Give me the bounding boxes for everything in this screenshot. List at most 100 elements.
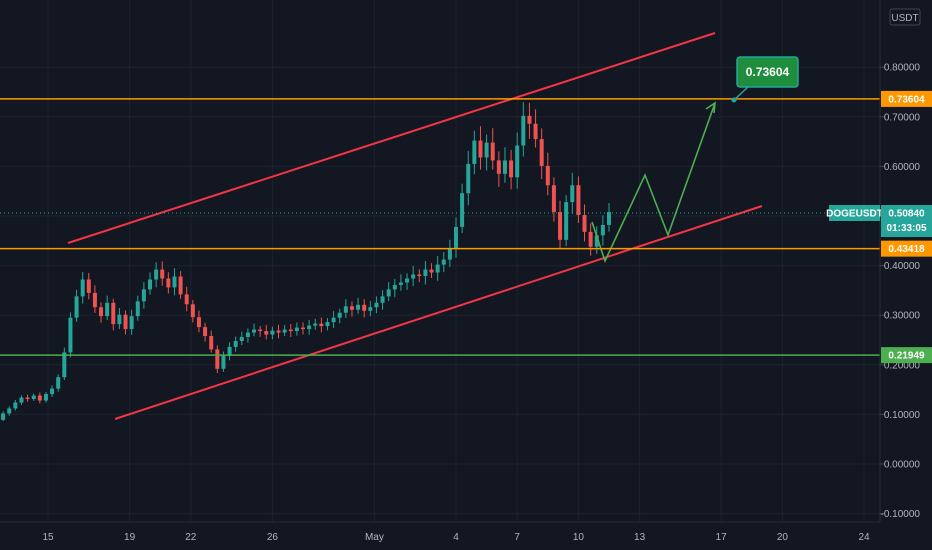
- candle-body: [276, 330, 281, 333]
- candle-body: [13, 402, 18, 409]
- candle-body: [343, 306, 348, 313]
- candle-body: [160, 269, 165, 279]
- candle-body: [221, 355, 226, 369]
- candle-body: [68, 317, 73, 353]
- x-tick-label: 17: [716, 532, 728, 543]
- candle-body: [252, 329, 257, 333]
- candle-body: [502, 160, 507, 174]
- x-tick-label: May: [365, 532, 384, 543]
- candle-body: [313, 323, 318, 326]
- callout-value: 0.73604: [746, 65, 790, 79]
- candle-body: [509, 160, 514, 178]
- candle-body: [337, 312, 342, 318]
- candle-body: [472, 140, 477, 164]
- candle-body: [582, 215, 587, 232]
- drawing-overlays: [67, 32, 763, 420]
- candle-body: [258, 329, 263, 332]
- x-tick-label: 22: [185, 532, 197, 543]
- currency-unit: USDT: [891, 13, 918, 24]
- target-callout[interactable]: 0.73604: [731, 56, 799, 103]
- candle-body: [490, 142, 495, 161]
- candle-body: [447, 248, 452, 260]
- candle-body: [515, 145, 520, 178]
- candle-body: [545, 165, 550, 186]
- candle-body: [533, 123, 538, 140]
- candle-body: [117, 314, 122, 325]
- current-price-value: 0.50840: [888, 209, 925, 220]
- candle-body: [417, 274, 422, 277]
- candle-body: [392, 284, 397, 290]
- candle-body: [123, 314, 128, 330]
- y-tick-label: 0.00000: [884, 460, 921, 471]
- candle-body: [539, 139, 544, 166]
- candle-body: [178, 276, 183, 295]
- x-tick-label: 20: [777, 532, 789, 543]
- candle-body: [282, 329, 287, 333]
- candlestick-series: [1, 102, 611, 422]
- x-tick-label: 7: [514, 532, 520, 543]
- candle-body: [423, 269, 428, 277]
- price-axis-ticks: 0.80000 0.70000 0.60000 0.40000 0.30000 0.200…: [880, 63, 920, 520]
- candle-body: [570, 185, 575, 203]
- candle-body: [429, 269, 434, 273]
- level-price-tag: [881, 240, 932, 257]
- candle-body: [484, 142, 489, 158]
- projection-arrow-head: [705, 101, 716, 114]
- candle-body: [227, 346, 232, 356]
- candle-body: [607, 212, 611, 225]
- time-axis-ticks: 15 19 22 26 May 4 7 10 13 17 20 24: [42, 532, 870, 543]
- candle-body: [564, 202, 569, 240]
- candle-body: [270, 330, 275, 335]
- candle-body: [527, 115, 532, 124]
- candle-body: [551, 185, 556, 213]
- channel-upper-line[interactable]: [67, 32, 716, 244]
- chart-grid: [0, 0, 880, 522]
- candle-body: [386, 289, 391, 297]
- candle-body: [37, 395, 42, 401]
- channel-lower-line[interactable]: [114, 205, 763, 420]
- candle-body: [411, 274, 416, 279]
- projection-path[interactable]: [591, 102, 716, 264]
- candle-body: [588, 231, 593, 247]
- candle-body: [466, 163, 471, 194]
- candle-body: [209, 336, 214, 350]
- candle-body: [405, 278, 410, 283]
- time-axis[interactable]: [0, 521, 932, 550]
- y-tick-label: -0.10000: [881, 509, 921, 520]
- price-axis[interactable]: [879, 0, 932, 522]
- candle-body: [319, 323, 324, 327]
- candle-body: [1, 413, 6, 420]
- candle-body: [99, 307, 104, 317]
- candle-body: [19, 397, 24, 403]
- candle-body: [441, 259, 446, 265]
- candle-body: [349, 306, 354, 310]
- candle-body: [215, 349, 220, 369]
- candle-body: [264, 331, 269, 335]
- candle-body: [398, 282, 403, 285]
- candle-body: [288, 329, 293, 332]
- candle-body: [190, 304, 195, 318]
- candle-body: [166, 278, 171, 288]
- candle-body: [454, 226, 458, 249]
- candle-body: [435, 264, 440, 273]
- callout-connector: [733, 86, 749, 101]
- callout-box: [736, 56, 799, 88]
- currency-unit-label[interactable]: USDT: [889, 8, 921, 26]
- x-tick-label: 24: [858, 532, 870, 543]
- price-tags: 0.73604 0.43418 0.21949: [881, 90, 932, 364]
- candle-body: [43, 394, 48, 401]
- candle-body: [600, 224, 605, 236]
- candle-body: [239, 337, 244, 341]
- current-price-marker: DOGEUSDT 0.50840 01:33:05: [0, 205, 932, 237]
- level-price-tag: [881, 347, 932, 364]
- candle-body: [558, 212, 563, 240]
- candle-body: [233, 340, 238, 347]
- x-tick-label: 19: [124, 532, 136, 543]
- candle-body: [380, 296, 385, 303]
- candle-body: [7, 408, 12, 414]
- candle-body: [31, 395, 36, 400]
- level-price-tag: [881, 90, 932, 107]
- candle-body: [307, 325, 312, 330]
- candle-body: [105, 302, 110, 317]
